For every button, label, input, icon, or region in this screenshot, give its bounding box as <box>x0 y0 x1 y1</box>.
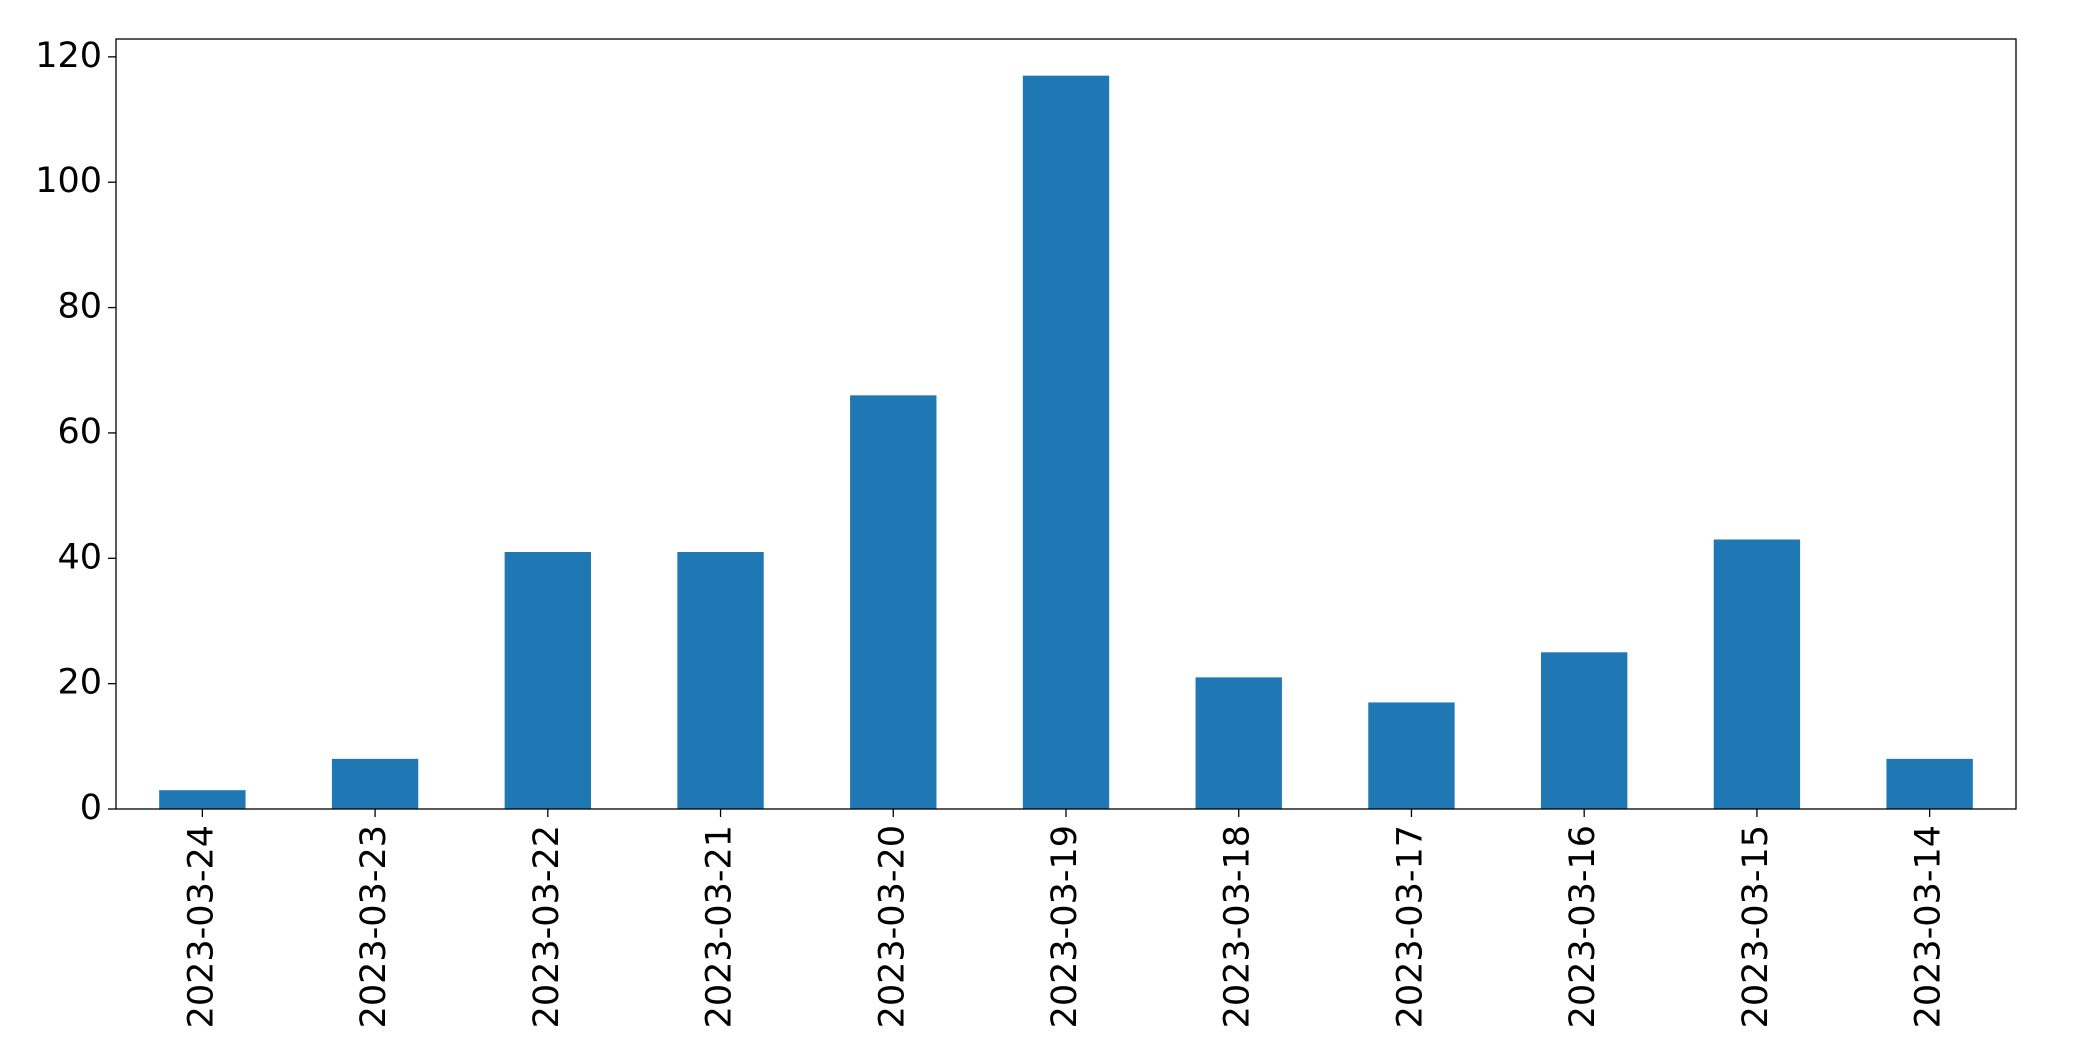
y-tick-label: 120 <box>35 36 102 76</box>
x-tick-label: 2023-03-22 <box>527 825 567 1028</box>
bar <box>1022 75 1110 809</box>
x-tick-label: 2023-03-23 <box>354 825 394 1028</box>
x-tick-label: 2023-03-18 <box>1218 825 1258 1028</box>
bar <box>1541 652 1628 809</box>
y-tick-label: 40 <box>57 537 102 577</box>
bar <box>504 552 591 809</box>
x-tick-label: 2023-03-15 <box>1736 825 1776 1028</box>
x-tick-label: 2023-03-24 <box>181 825 221 1028</box>
y-tick-label: 20 <box>57 663 102 703</box>
bar <box>159 790 246 809</box>
bar <box>1195 677 1282 809</box>
x-tick-label: 2023-03-16 <box>1563 825 1603 1028</box>
bar <box>1368 702 1455 809</box>
y-tick-label: 0 <box>80 788 102 828</box>
bar <box>331 758 419 809</box>
x-tick-label: 2023-03-17 <box>1390 825 1430 1028</box>
x-tick-label: 2023-03-21 <box>700 825 740 1028</box>
x-tick-label: 2023-03-20 <box>872 825 912 1028</box>
bar <box>1713 539 1801 809</box>
y-tick-label: 60 <box>57 412 102 452</box>
y-tick-label: 80 <box>57 287 102 327</box>
bar <box>1886 758 1973 809</box>
y-tick-label: 100 <box>35 161 102 201</box>
x-tick-label: 2023-03-14 <box>1909 825 1949 1028</box>
bar <box>677 552 764 809</box>
plot-frame <box>115 38 2017 810</box>
bar <box>850 395 937 809</box>
x-tick-label: 2023-03-19 <box>1045 825 1085 1028</box>
